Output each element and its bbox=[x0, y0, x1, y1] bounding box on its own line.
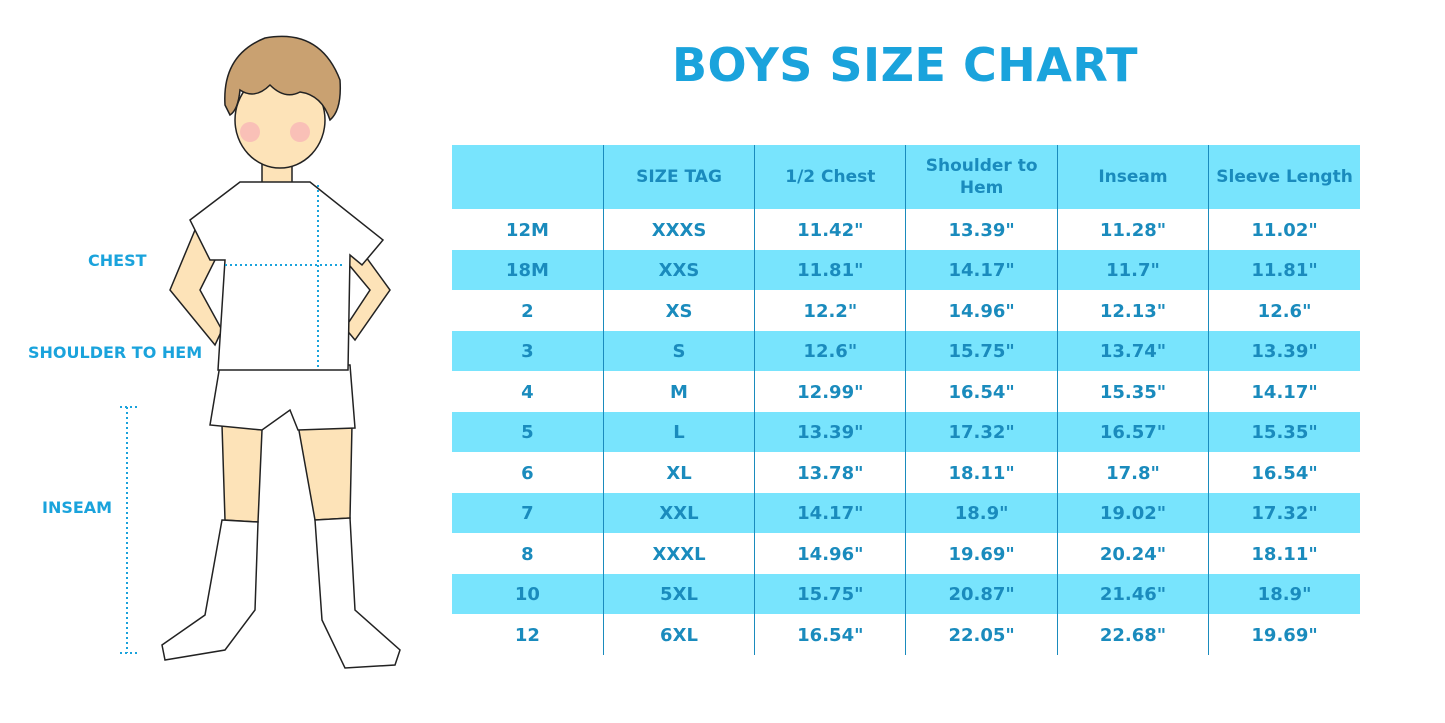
cell-shoulder-to-hem: 14.17" bbox=[905, 250, 1058, 291]
cell-inseam: 21.46" bbox=[1056, 574, 1209, 615]
cell-size-tag: XXXL bbox=[602, 533, 755, 574]
cell-shoulder-to-hem: 16.54" bbox=[905, 371, 1058, 412]
cell-sleeve-length: 19.69" bbox=[1208, 614, 1360, 655]
cell-size: 12 bbox=[452, 614, 604, 655]
cell-size: 7 bbox=[452, 493, 604, 534]
boy-illustration bbox=[120, 35, 401, 669]
cell-size-tag: XL bbox=[602, 452, 755, 493]
table-header-row: SIZE TAG 1/2 Chest Shoulder to Hem Insea… bbox=[452, 145, 1360, 210]
cell-shoulder-to-hem: 20.87" bbox=[905, 574, 1058, 615]
cell-size-tag: 5XL bbox=[602, 574, 755, 615]
cell-shoulder-to-hem: 18.11" bbox=[905, 452, 1058, 493]
cell-size-tag: L bbox=[602, 412, 755, 453]
cell-size-tag: XXXS bbox=[602, 209, 755, 250]
table-row: 6 XL 13.78" 18.11" 17.8" 16.54" bbox=[452, 452, 1360, 493]
cell-sleeve-length: 16.54" bbox=[1208, 452, 1360, 493]
cell-size-tag: M bbox=[602, 371, 755, 412]
table-row: 5 L 13.39" 17.32" 16.57" 15.35" bbox=[452, 412, 1360, 453]
cell-shoulder-to-hem: 18.9" bbox=[905, 493, 1058, 534]
cell-shoulder-to-hem: 22.05" bbox=[905, 614, 1058, 655]
table-row: 12 6XL 16.54" 22.05" 22.68" 19.69" bbox=[452, 614, 1360, 655]
table-row: 12M XXXS 11.42" 13.39" 11.28" 11.02" bbox=[452, 209, 1360, 250]
header-sleeve-length: Sleeve Length bbox=[1208, 145, 1360, 210]
cell-size: 18M bbox=[452, 250, 604, 291]
cell-shoulder-to-hem: 17.32" bbox=[905, 412, 1058, 453]
chest-label: CHEST bbox=[88, 251, 147, 270]
cell-size-tag: XS bbox=[602, 290, 755, 331]
cell-size: 2 bbox=[452, 290, 604, 331]
cell-inseam: 12.13" bbox=[1056, 290, 1209, 331]
table-row: 4 M 12.99" 16.54" 15.35" 14.17" bbox=[452, 371, 1360, 412]
header-half-chest: 1/2 Chest bbox=[754, 145, 906, 210]
cell-size: 5 bbox=[452, 412, 604, 453]
cell-half-chest: 12.2" bbox=[754, 290, 906, 331]
header-shoulder-to-hem: Shoulder to Hem bbox=[905, 145, 1058, 210]
cell-half-chest: 13.39" bbox=[754, 412, 906, 453]
cell-sleeve-length: 11.81" bbox=[1208, 250, 1360, 291]
cell-sleeve-length: 18.9" bbox=[1208, 574, 1360, 615]
table-row: 7 XXL 14.17" 18.9" 19.02" 17.32" bbox=[452, 493, 1360, 534]
page-title: BOYS SIZE CHART bbox=[671, 38, 1139, 92]
header-size bbox=[452, 145, 604, 210]
cell-inseam: 16.57" bbox=[1056, 412, 1209, 453]
cell-inseam: 13.74" bbox=[1056, 331, 1209, 372]
cell-inseam: 11.28" bbox=[1056, 209, 1209, 250]
cell-size: 10 bbox=[452, 574, 604, 615]
cell-half-chest: 12.6" bbox=[754, 331, 906, 372]
cell-sleeve-length: 12.6" bbox=[1208, 290, 1360, 331]
cell-sleeve-length: 11.02" bbox=[1208, 209, 1360, 250]
cell-size: 12M bbox=[452, 209, 604, 250]
shoulder-to-hem-label: SHOULDER TO HEM bbox=[28, 343, 203, 362]
table-row: 10 5XL 15.75" 20.87" 21.46" 18.9" bbox=[452, 574, 1360, 615]
cell-half-chest: 14.17" bbox=[754, 493, 906, 534]
inseam-label: INSEAM bbox=[42, 498, 113, 517]
cell-size: 6 bbox=[452, 452, 604, 493]
cell-shoulder-to-hem: 13.39" bbox=[905, 209, 1058, 250]
table-row: 18M XXS 11.81" 14.17" 11.7" 11.81" bbox=[452, 250, 1360, 291]
cell-inseam: 19.02" bbox=[1056, 493, 1209, 534]
cell-sleeve-length: 18.11" bbox=[1208, 533, 1360, 574]
cell-size-tag: XXS bbox=[602, 250, 755, 291]
cell-sleeve-length: 14.17" bbox=[1208, 371, 1360, 412]
header-size-tag: SIZE TAG bbox=[602, 145, 755, 210]
table-row: 3 S 12.6" 15.75" 13.74" 13.39" bbox=[452, 331, 1360, 372]
cell-shoulder-to-hem: 14.96" bbox=[905, 290, 1058, 331]
cell-inseam: 20.24" bbox=[1056, 533, 1209, 574]
size-table: SIZE TAG 1/2 Chest Shoulder to Hem Insea… bbox=[452, 145, 1360, 655]
table-row: 8 XXXL 14.96" 19.69" 20.24" 18.11" bbox=[452, 533, 1360, 574]
cell-sleeve-length: 17.32" bbox=[1208, 493, 1360, 534]
cell-sleeve-length: 13.39" bbox=[1208, 331, 1360, 372]
cell-half-chest: 11.42" bbox=[754, 209, 906, 250]
cell-inseam: 15.35" bbox=[1056, 371, 1209, 412]
table-row: 2 XS 12.2" 14.96" 12.13" 12.6" bbox=[452, 290, 1360, 331]
cell-size: 3 bbox=[452, 331, 604, 372]
cell-size: 8 bbox=[452, 533, 604, 574]
cell-half-chest: 12.99" bbox=[754, 371, 906, 412]
cell-inseam: 17.8" bbox=[1056, 452, 1209, 493]
cell-half-chest: 16.54" bbox=[754, 614, 906, 655]
cell-size-tag: 6XL bbox=[602, 614, 755, 655]
header-inseam: Inseam bbox=[1056, 145, 1209, 210]
cell-half-chest: 13.78" bbox=[754, 452, 906, 493]
cell-size-tag: S bbox=[602, 331, 755, 372]
cell-sleeve-length: 15.35" bbox=[1208, 412, 1360, 453]
cell-half-chest: 11.81" bbox=[754, 250, 906, 291]
cell-shoulder-to-hem: 19.69" bbox=[905, 533, 1058, 574]
cell-inseam: 22.68" bbox=[1056, 614, 1209, 655]
cell-size: 4 bbox=[452, 371, 604, 412]
cell-inseam: 11.7" bbox=[1056, 250, 1209, 291]
cell-half-chest: 15.75" bbox=[754, 574, 906, 615]
cell-size-tag: XXL bbox=[602, 493, 755, 534]
cell-shoulder-to-hem: 15.75" bbox=[905, 331, 1058, 372]
cell-half-chest: 14.96" bbox=[754, 533, 906, 574]
